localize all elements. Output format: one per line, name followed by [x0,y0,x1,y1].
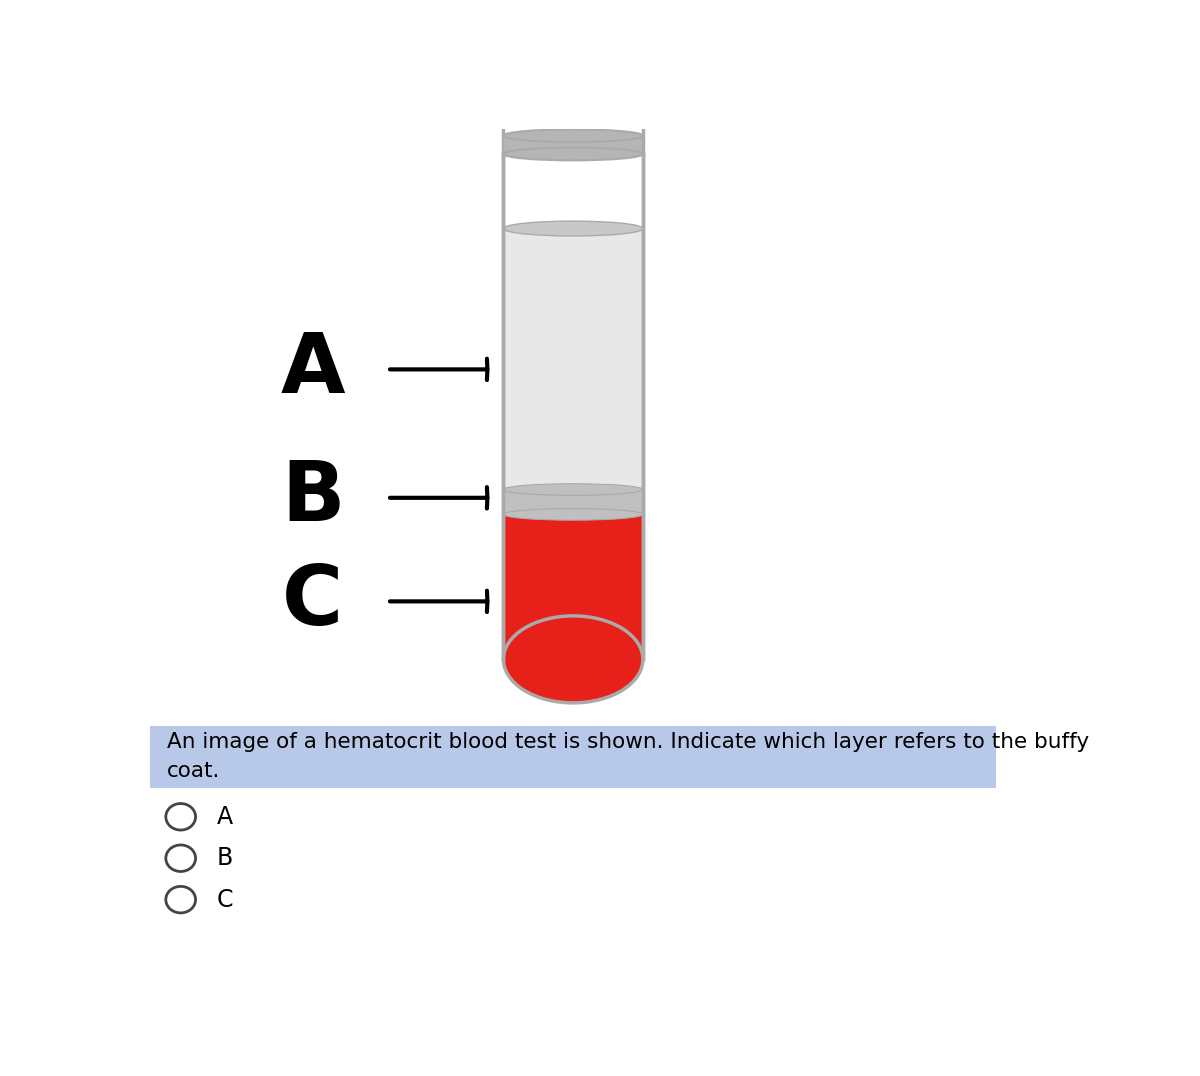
Bar [504,136,643,154]
Ellipse shape [504,129,643,142]
Circle shape [166,804,196,830]
Circle shape [166,845,196,872]
Ellipse shape [504,484,643,495]
Ellipse shape [504,509,643,520]
Text: A: A [217,805,233,829]
Bar [504,514,643,660]
Text: C: C [282,561,343,642]
Bar [150,725,996,788]
Bar [504,490,643,514]
Bar [502,615,644,660]
Text: B: B [217,846,233,870]
Text: An image of a hematocrit blood test is shown. Indicate which layer refers to the: An image of a hematocrit blood test is s… [167,733,1088,781]
Text: B: B [281,457,344,538]
Circle shape [166,887,196,912]
Ellipse shape [504,147,643,160]
Text: C: C [217,888,234,911]
Bar [504,228,643,490]
Ellipse shape [504,221,643,236]
Ellipse shape [504,615,643,703]
Text: A: A [281,329,346,410]
